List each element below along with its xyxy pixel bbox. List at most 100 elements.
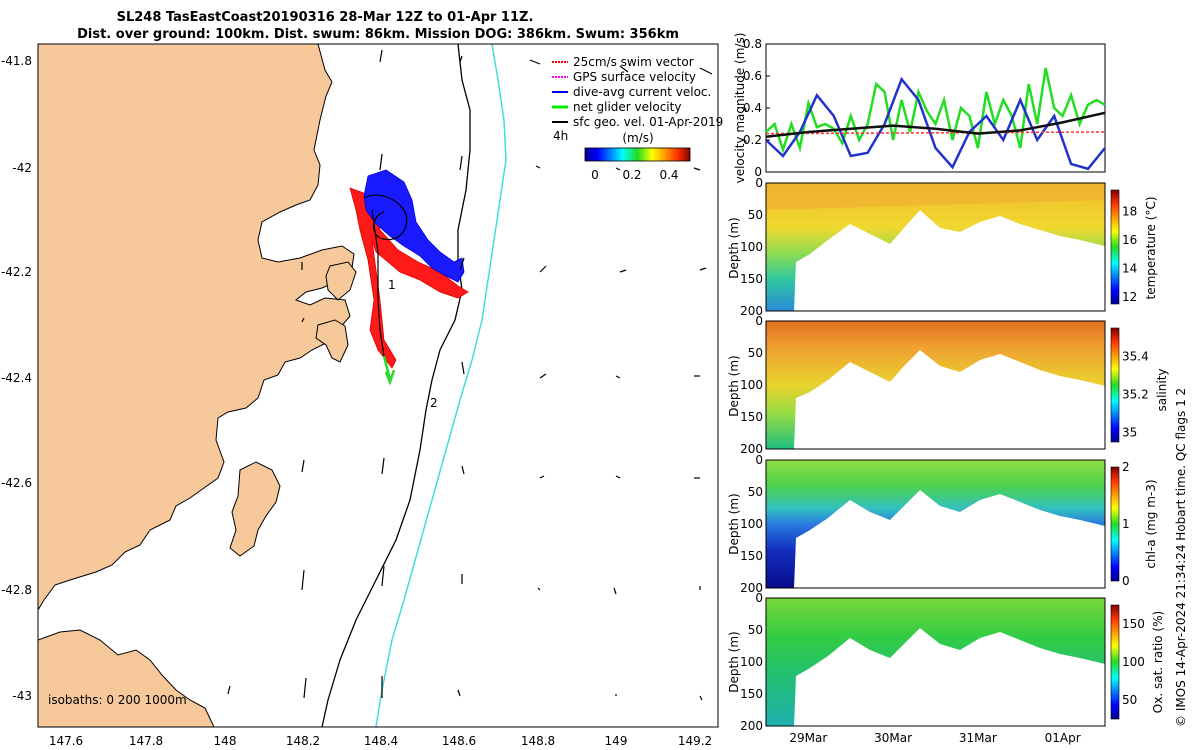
depth-tick-label: 200 [740, 719, 763, 733]
isobath-200m [321, 44, 471, 727]
velocity-panel: 0 0.2 0.4 0.6 0.8 velocity magnitude (m/s) [733, 33, 1106, 184]
velocity-ytick-label: 0.2 [743, 133, 762, 147]
temperature-field [766, 183, 1105, 311]
lat-tick: -42.8 [1, 583, 32, 597]
colorbar-tick: 0 [591, 168, 599, 182]
depth-tick-label: 100 [740, 240, 763, 254]
depth-tick-label: 200 [740, 581, 763, 595]
speed-colorbar [584, 147, 691, 162]
waypoint-label-2: 2 [430, 396, 438, 410]
lon-tick: 149 [605, 734, 628, 748]
lon-tick: 148.6 [442, 734, 476, 748]
lon-tick: 148 [214, 734, 237, 748]
time-tick-label: 31Mar [959, 731, 997, 745]
depth-tick-label: 0 [755, 314, 763, 328]
salinity-ylabel: Depth (m) [727, 355, 741, 416]
depth-tick-label: 150 [740, 410, 763, 424]
depth-tick-label: 100 [740, 517, 763, 531]
colorbar-tick-label: 18 [1122, 204, 1137, 218]
oxygen-field [766, 598, 1105, 726]
velocity-ytick-label: 0.6 [743, 69, 762, 83]
figure-title-line1: SL248 TasEastCoast20190316 28-Mar 12Z to… [117, 10, 534, 25]
depth-tick-label: 200 [740, 442, 763, 456]
velocity-ylabel: velocity magnitude (m/s) [733, 33, 747, 184]
schouten-island [325, 261, 357, 301]
velocity-ytick-label: 0.4 [743, 101, 762, 115]
legend-label-sfc: sfc geo. vel. 01-Apr-2019 [573, 115, 723, 129]
lat-tick: -42.6 [1, 476, 32, 490]
temperature-surface-band [766, 183, 1105, 210]
lon-tick: 147.8 [129, 734, 163, 748]
colorbar-tick-label: 35.2 [1122, 388, 1149, 402]
depth-tick-label: 50 [748, 485, 763, 499]
lat-tick: -41.8 [1, 54, 32, 68]
colorbar-unit: (m/s) [622, 131, 653, 145]
colorbar-tick-label: 35.4 [1122, 350, 1149, 364]
temperature-ylabel: Depth (m) [727, 217, 741, 278]
colorbar-tick: 0.4 [659, 168, 678, 182]
tasman-peninsula [229, 461, 281, 557]
temperature-colorbar [1110, 189, 1120, 305]
velocity-y-axis: 0 0.2 0.4 0.6 0.8 [743, 37, 770, 179]
colorbar-tick-label: 50 [1122, 693, 1137, 707]
maria-island [315, 319, 349, 363]
velocity-ytick-label: 0 [754, 165, 762, 179]
depth-tick-label: 50 [748, 208, 763, 222]
net-glider-velocity-arrow [382, 355, 396, 386]
colorbar-tick-label: 0 [1122, 574, 1130, 588]
chla-y-axis: 0 50 100 150 200 [740, 453, 763, 595]
lon-tick: 148.2 [286, 734, 320, 748]
map-legend: 25cm/s swim vector GPS surface velocity … [552, 55, 723, 182]
colorbar-tick-label: 14 [1122, 261, 1137, 275]
track-line [363, 194, 408, 357]
colorbar-tick-label: 12 [1122, 290, 1137, 304]
salinity-y-axis: 0 50 100 150 200 [740, 314, 763, 456]
sfc-geo-vectors [227, 49, 713, 701]
lon-tick: 148.8 [521, 734, 555, 748]
oxygen-colorbar [1110, 604, 1120, 720]
depth-tick-label: 0 [755, 453, 763, 467]
velocity-series-line [765, 131, 1106, 135]
oxygen-panel: 0 50 100 150 200 Depth (m) 50 100 150 Ox. sat.… [727, 591, 1165, 745]
velocity-series [765, 67, 1106, 171]
map-panel: 1 2 isobaths: 0 200 1000m 147.6 147.8 14… [1, 43, 723, 748]
temperature-colorbar-label: temperature (°C) [1144, 197, 1158, 300]
depth-tick-label: 0 [755, 176, 763, 190]
oxygen-colorbar-label: Ox. sat. ratio (%) [1151, 611, 1165, 713]
depth-tick-label: 0 [755, 591, 763, 605]
depth-tick-label: 50 [748, 623, 763, 637]
scale-note: 4h [553, 129, 568, 143]
legend-label-swim: 25cm/s swim vector [573, 55, 694, 69]
tasmania-land [38, 44, 355, 611]
legend-label-gps: GPS surface velocity [573, 70, 696, 84]
velocity-series-line [765, 67, 1106, 154]
colorbar-tick: 0.2 [622, 168, 641, 182]
oxygen-ylabel: Depth (m) [727, 631, 741, 692]
time-tick-label: 01Apr [1045, 731, 1081, 745]
chla-colorbar [1110, 466, 1120, 582]
velocity-ytick-label: 0.8 [743, 37, 762, 51]
colorbar-tick-label: 35 [1122, 426, 1137, 440]
salinity-panel: 0 50 100 150 200 Depth (m) 35 35.2 35.4 salini… [727, 314, 1169, 456]
depth-tick-label: 100 [740, 655, 763, 669]
glider-track [349, 169, 469, 386]
velocity-series-line [765, 111, 1106, 139]
depth-tick-label: 150 [740, 687, 763, 701]
map-lat-axis: -41.8 -42 -42.2 -42.4 -42.6 -42.8 -43 [1, 54, 32, 703]
colorbar-tick-label: 2 [1122, 460, 1130, 474]
oxygen-colorbar-ticks: 50 100 150 [1122, 617, 1145, 707]
depth-tick-label: 150 [740, 272, 763, 286]
colorbar-tick-label: 100 [1122, 655, 1145, 669]
chla-colorbar-label: chl-a (mg m-3) [1144, 479, 1158, 568]
lon-tick: 148.4 [364, 734, 398, 748]
chla-colorbar-ticks: 0 1 2 [1122, 460, 1130, 588]
chla-panel: 0 50 100 150 200 Depth (m) 0 1 2 chl-a (mg m-3… [727, 453, 1158, 595]
legend-label-net: net glider velocity [573, 100, 681, 114]
depth-tick-label: 50 [748, 346, 763, 360]
time-tick-label: 29Mar [789, 731, 827, 745]
lat-tick: -42 [12, 161, 32, 175]
legend-label-current: dive-avg current veloc. [573, 85, 711, 99]
temperature-y-axis: 0 50 100 150 200 [740, 176, 763, 318]
colorbar-tick-label: 1 [1122, 517, 1130, 531]
